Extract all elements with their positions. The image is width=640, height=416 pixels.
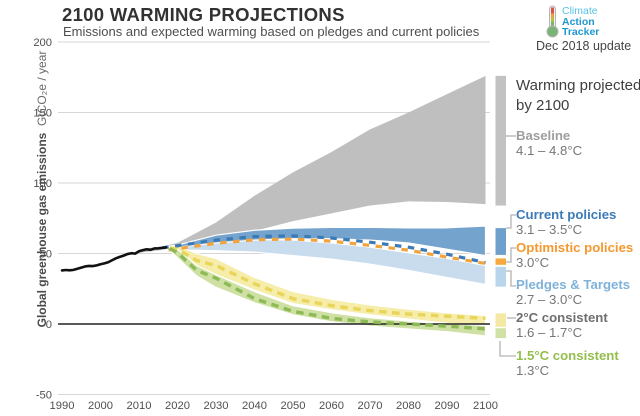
page-title: 2100 WARMING PROJECTIONS [62, 4, 345, 25]
legend-label-optimistic-policies: Optimistic policies [516, 240, 634, 255]
legend-value-baseline: 4.1 – 4.8°C [516, 143, 583, 158]
legend-item-baseline: Baseline 4.1 – 4.8°C [516, 128, 640, 158]
x-tick-2040: 2040 [242, 400, 267, 412]
legend-value-pledges-targets: 2.7 – 3.0°C [516, 292, 583, 307]
update-date: Dec 2018 update [536, 39, 632, 53]
current-band [161, 225, 487, 257]
baseline-range-bar [495, 75, 506, 206]
y-tick-150: 150 [33, 108, 52, 120]
two-deg-range-bar [495, 313, 506, 327]
legend-value-optimistic-policies: 3.0°C [516, 255, 550, 270]
x-tick-2030: 2030 [204, 400, 229, 412]
two-deg-line-dashed-line [169, 246, 486, 321]
x-tick-2050: 2050 [281, 400, 306, 412]
legend-label-baseline: Baseline [516, 128, 571, 143]
x-tick-2060: 2060 [319, 400, 344, 412]
x-tick-2090: 2090 [435, 400, 460, 412]
y-tick-100: 100 [33, 178, 52, 190]
logo-word-action: Action [562, 15, 595, 28]
y-tick--50: -50 [36, 390, 52, 402]
page-subtitle: Emissions and expected warming based on … [63, 24, 480, 39]
one-five-line-dashed-line [168, 247, 486, 331]
legend-label-2c-consistent: 2°C consistent [516, 310, 608, 325]
y-tick-200: 200 [33, 37, 52, 49]
y-tick-0: 0 [46, 319, 52, 331]
x-tick-2020: 2020 [165, 400, 190, 412]
legend-item-1-5c-consistent: 1.5°C consistent 1.3°C [516, 348, 640, 378]
connector-current-policies [506, 214, 516, 229]
y-tick-50: 50 [40, 249, 52, 261]
one-five-range-bar [495, 328, 506, 339]
legend-value-current-policies: 3.1 – 3.5°C [516, 222, 583, 237]
connector-optimistic-policies [506, 247, 516, 263]
logo-word-tracker: Tracker [562, 26, 600, 38]
legend-item-current-policies: Current policies 3.1 – 3.5°C [516, 207, 640, 237]
connector-pledges-targets [506, 270, 516, 287]
legend-item-2c-consistent: 2°C consistent 1.6 – 1.7°C [516, 310, 640, 340]
legend-item-pledges-targets: Pledges & Targets 2.7 – 3.0°C [516, 277, 640, 307]
legend-value-2c-consistent: 1.6 – 1.7°C [516, 325, 583, 340]
x-tick-2070: 2070 [358, 400, 383, 412]
current-range-bar [495, 228, 506, 255]
x-tick-1990: 1990 [50, 400, 75, 412]
legend-label-pledges-targets: Pledges & Targets [516, 277, 631, 292]
thermometer-icon [546, 5, 559, 38]
optimistic-range-bar [495, 258, 506, 265]
pledges-range-bar [495, 266, 506, 287]
connector-1-5c-consistent [499, 341, 516, 357]
legend-label-current-policies: Current policies [516, 207, 617, 222]
optimistic-dashed-line [161, 237, 486, 266]
annotation-warming-projected: Warming projected by 2100 [516, 77, 640, 114]
x-tick-2010: 2010 [127, 400, 152, 412]
legend-item-optimistic-policies: Optimistic policies 3.0°C [516, 240, 640, 270]
x-tick-2100: 2100 [473, 400, 498, 412]
historical-emissions-line [60, 246, 168, 272]
legend-value-1-5c-consistent: 1.3°C [516, 363, 550, 378]
legend-label-1-5c-consistent: 1.5°C consistent [516, 348, 619, 363]
x-tick-2000: 2000 [88, 400, 113, 412]
baseline-band [139, 75, 486, 253]
x-tick-2080: 2080 [396, 400, 421, 412]
logo-word-climate: Climate [562, 5, 598, 17]
